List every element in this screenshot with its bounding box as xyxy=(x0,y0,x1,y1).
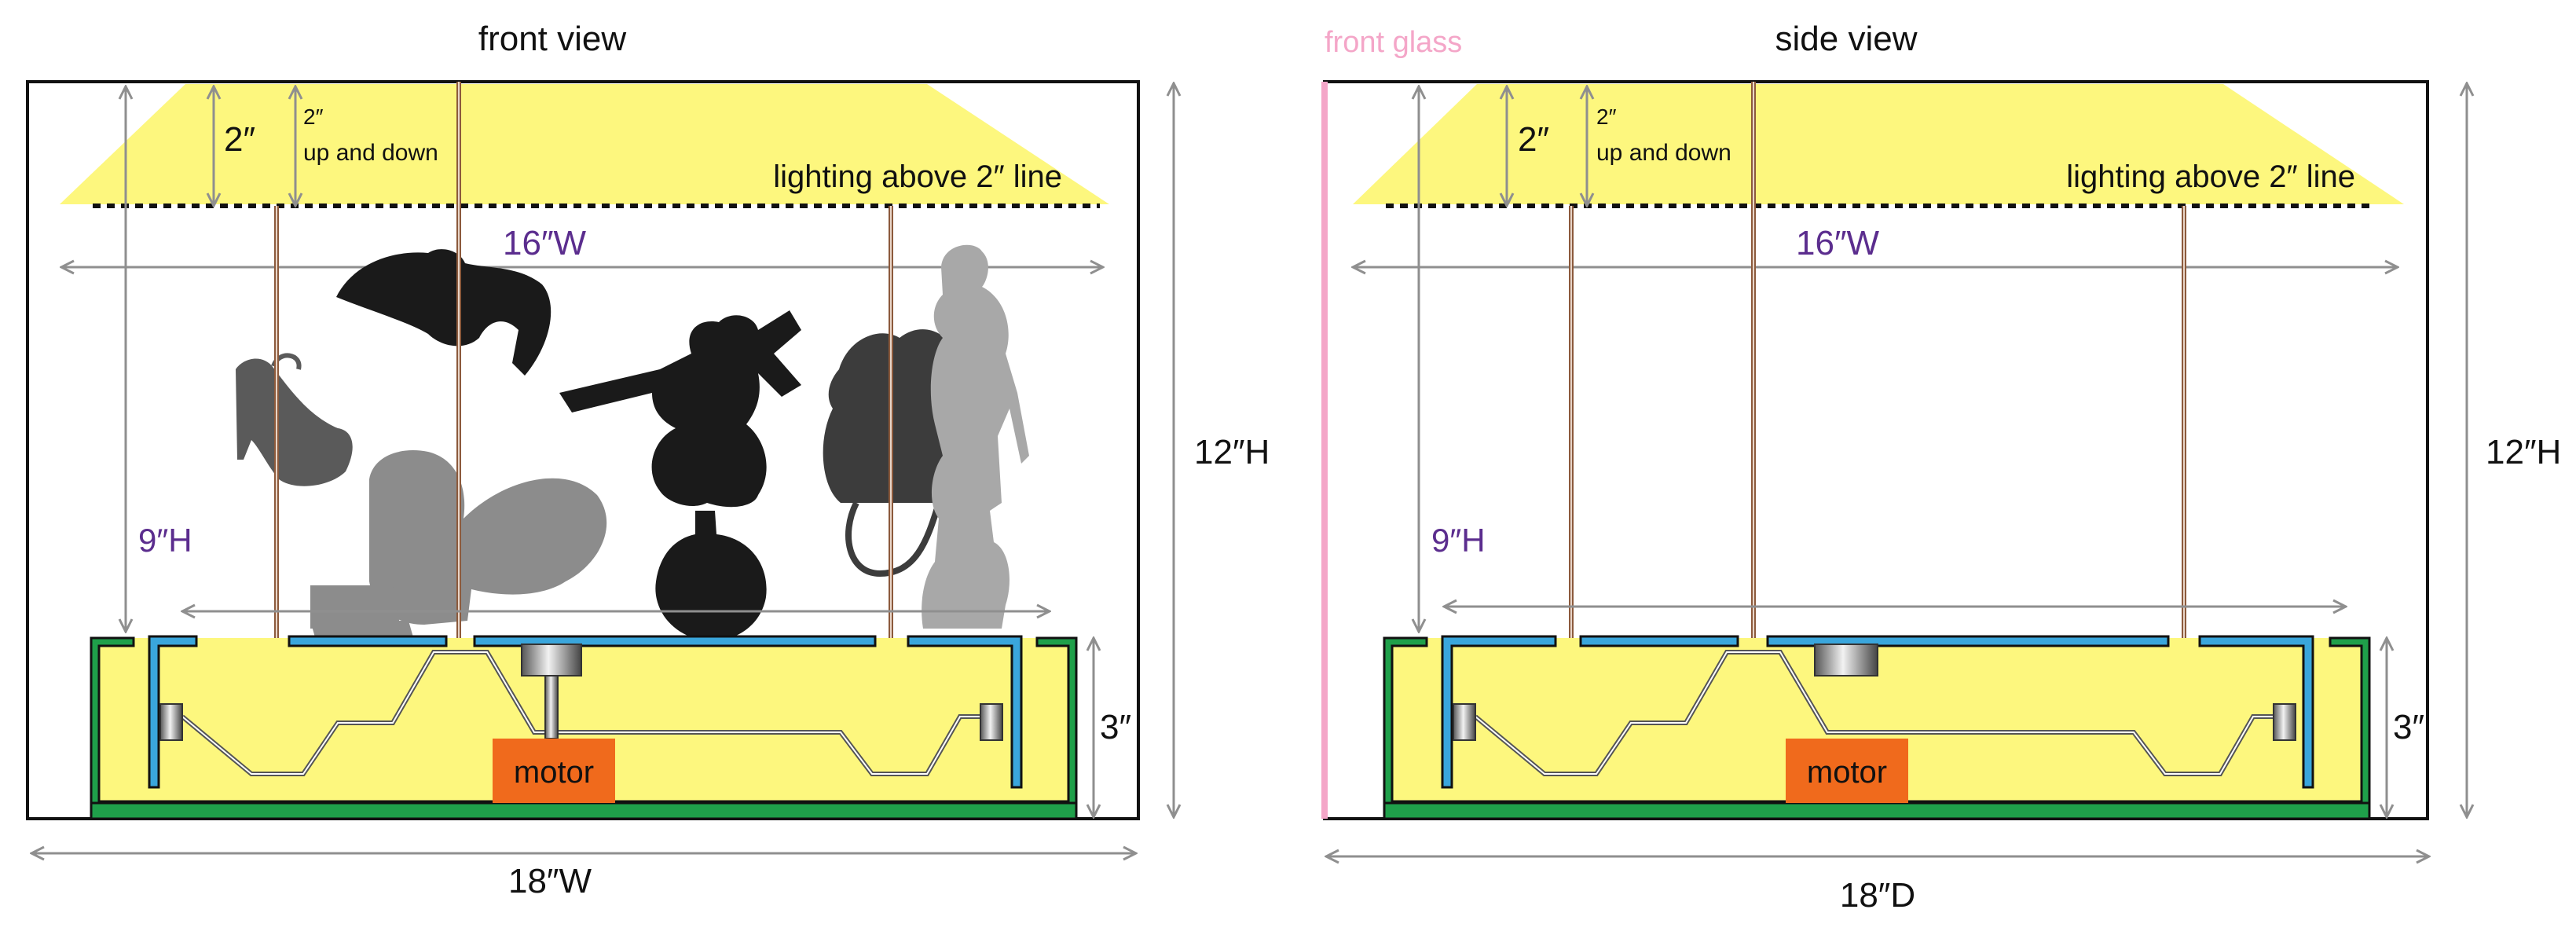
front-inner-width-label: 16″W xyxy=(503,224,587,262)
front-base-height-label: 3″ xyxy=(1100,708,1131,746)
front-base: motor xyxy=(90,635,1078,820)
front-track-right xyxy=(907,635,1023,789)
front-cam-rail-inner xyxy=(181,651,980,775)
side-lighting-zone xyxy=(1353,84,2404,204)
front-bearing-right xyxy=(980,703,1003,741)
side-total-depth-label: 18″D xyxy=(1840,876,1915,915)
rooster-silhouette xyxy=(336,249,551,376)
side-inner-width-label: 16″W xyxy=(1796,224,1880,262)
front-motor-cap xyxy=(521,644,582,676)
front-travel-label-1: 2″ xyxy=(303,104,324,129)
side-motor-cap xyxy=(1814,644,1878,676)
front-lighting-note: lighting above 2″ line xyxy=(773,160,1062,194)
side-view-title: side view xyxy=(1775,20,1918,58)
front-motor-label: motor xyxy=(514,755,594,790)
side-view: front glass side view lighting above 2″ … xyxy=(1321,20,2561,915)
front-glass-label: front glass xyxy=(1325,26,1462,59)
side-track-right xyxy=(2198,635,2314,789)
side-bearing-right xyxy=(2273,703,2296,741)
front-motor-box xyxy=(493,739,615,803)
front-view: front view lighting above 2″ line 2″ 2″ … xyxy=(26,20,1270,900)
clown-silhouette xyxy=(922,244,1029,629)
side-travel-label-2: up and down xyxy=(1596,140,1731,166)
front-figure-silhouettes xyxy=(236,244,1029,648)
side-base-green-frame xyxy=(1383,636,2371,811)
side-motor-box xyxy=(1786,739,1908,803)
front-total-width-label: 18″W xyxy=(508,862,592,900)
front-base-green-frame xyxy=(90,636,1078,811)
side-bearing-left xyxy=(1453,703,1476,741)
side-inner-height-label: 9″H xyxy=(1431,522,1486,559)
front-total-height-label: 12″H xyxy=(1194,433,1270,471)
front-motor-shaft xyxy=(544,675,559,739)
side-base-height-label: 3″ xyxy=(2393,708,2424,746)
front-top-gap-label: 2″ xyxy=(224,120,255,159)
front-bearing-left xyxy=(159,703,183,741)
purse-strap xyxy=(845,501,942,578)
front-view-title: front view xyxy=(478,20,627,58)
front-travel-label-2: up and down xyxy=(303,140,438,166)
side-track-left xyxy=(1441,635,1557,789)
side-base: motor xyxy=(1383,635,2371,820)
front-inner-height-label: 9″H xyxy=(138,522,192,559)
shoe-silhouette xyxy=(236,358,353,486)
side-total-height-label: 12″H xyxy=(2486,433,2561,471)
front-lighting-zone xyxy=(60,84,1109,204)
side-travel-label-1: 2″ xyxy=(1596,104,1617,129)
side-base-plate xyxy=(1383,801,2371,820)
squirrel-silhouette xyxy=(369,450,607,625)
side-cam-rail-inner xyxy=(1475,651,2274,775)
side-top-gap-label: 2″ xyxy=(1518,120,1549,159)
side-track-seg-1 xyxy=(1579,635,1739,647)
side-lighting-note: lighting above 2″ line xyxy=(2066,160,2355,194)
side-motor-label: motor xyxy=(1807,755,1887,790)
front-track-left xyxy=(148,635,198,789)
front-track-seg-1 xyxy=(288,635,448,647)
front-base-plate xyxy=(90,801,1078,820)
windmill-teddy-silhouette xyxy=(559,310,801,508)
